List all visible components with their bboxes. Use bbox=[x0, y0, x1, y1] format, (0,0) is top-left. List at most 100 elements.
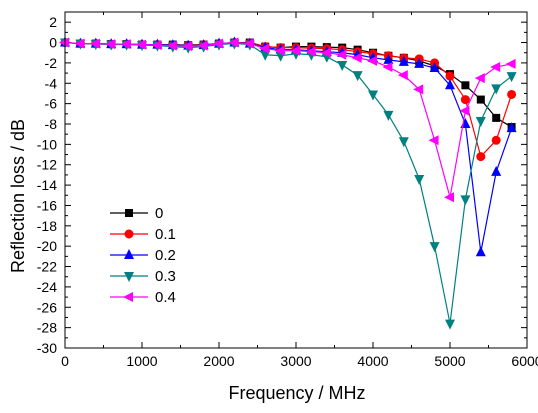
data-point bbox=[351, 52, 362, 63]
data-point bbox=[105, 39, 116, 50]
data-point bbox=[460, 195, 471, 206]
data-point bbox=[259, 43, 270, 54]
legend-label: 0.2 bbox=[155, 247, 176, 264]
x-tick-label: 1000 bbox=[126, 353, 157, 369]
series-line bbox=[64, 41, 512, 324]
legend-marker bbox=[124, 272, 134, 282]
data-point bbox=[460, 118, 471, 128]
x-tick-label: 6000 bbox=[511, 353, 538, 369]
data-point bbox=[166, 40, 177, 51]
data-point bbox=[89, 38, 100, 49]
data-point bbox=[505, 58, 516, 69]
y-tick-label: -20 bbox=[37, 238, 57, 254]
x-tick-label: 0 bbox=[61, 353, 69, 369]
data-point bbox=[491, 165, 502, 176]
y-tick-label: -4 bbox=[45, 75, 58, 91]
legend-marker bbox=[124, 229, 134, 239]
data-point bbox=[383, 110, 394, 121]
data-point bbox=[228, 37, 239, 48]
legend-item: 0.2 bbox=[110, 247, 176, 264]
data-point bbox=[383, 53, 394, 64]
series-layer bbox=[59, 36, 517, 330]
data-point bbox=[507, 89, 517, 99]
data-point bbox=[475, 116, 486, 127]
data-point bbox=[352, 71, 363, 82]
data-point bbox=[182, 41, 193, 52]
y-tick-label: -22 bbox=[37, 259, 57, 275]
data-point bbox=[290, 45, 300, 56]
y-tick-label: -8 bbox=[45, 116, 58, 132]
data-point bbox=[474, 73, 485, 84]
y-tick-label: -16 bbox=[37, 197, 57, 213]
legend-marker bbox=[125, 209, 133, 217]
data-point bbox=[476, 95, 485, 104]
y-tick-label: -14 bbox=[37, 177, 57, 193]
x-tick-label: 5000 bbox=[434, 353, 465, 369]
data-point bbox=[197, 40, 208, 51]
legend-label: 0.3 bbox=[155, 268, 176, 285]
data-point bbox=[506, 122, 517, 133]
data-point bbox=[491, 135, 501, 145]
data-point bbox=[382, 61, 393, 72]
series-line bbox=[64, 41, 513, 253]
data-point bbox=[491, 84, 502, 95]
data-point bbox=[475, 246, 486, 257]
data-point bbox=[213, 38, 223, 49]
data-point bbox=[243, 38, 254, 49]
y-tick-label: -12 bbox=[37, 157, 57, 173]
axis-tick-labels: 0 1000 2000 3000 4000 5000 6000 2 0 -2 -4 -6 -8 -10 -1… bbox=[37, 14, 538, 369]
data-point bbox=[445, 71, 455, 81]
series-2 bbox=[60, 36, 517, 257]
data-point bbox=[136, 39, 146, 50]
y-tick-label: 2 bbox=[49, 14, 57, 30]
data-point bbox=[120, 39, 131, 50]
data-point bbox=[506, 72, 517, 83]
legend-label: 0 bbox=[155, 205, 163, 222]
x-tick-label: 4000 bbox=[357, 353, 388, 369]
data-point bbox=[151, 40, 162, 51]
data-point bbox=[398, 55, 409, 66]
x-axis-title: Frequency / MHz bbox=[228, 383, 365, 403]
y-tick-label: -18 bbox=[37, 218, 57, 234]
series-4 bbox=[59, 37, 516, 203]
legend: 0 0.1 0.2 0.3 0.4 bbox=[110, 205, 176, 306]
y-axis-title: Reflection loss / dB bbox=[8, 119, 28, 273]
data-point bbox=[444, 192, 454, 203]
data-point bbox=[459, 105, 470, 116]
plot-frame bbox=[64, 11, 528, 349]
data-point bbox=[336, 49, 347, 60]
data-point bbox=[461, 81, 470, 90]
series-1 bbox=[60, 38, 517, 162]
data-point bbox=[414, 57, 425, 68]
y-tick-label: -6 bbox=[45, 96, 58, 112]
y-tick-label: -28 bbox=[37, 320, 57, 336]
y-tick-label: -30 bbox=[37, 340, 57, 356]
data-point bbox=[367, 55, 377, 66]
legend-label: 0.1 bbox=[155, 226, 176, 243]
data-point bbox=[492, 113, 501, 122]
data-point bbox=[429, 62, 440, 72]
data-point bbox=[368, 90, 378, 101]
data-point bbox=[429, 242, 440, 253]
data-point bbox=[398, 137, 409, 148]
series-line bbox=[64, 41, 512, 198]
data-point bbox=[260, 50, 271, 61]
x-tick-label: 3000 bbox=[280, 353, 311, 369]
legend-item: 0 bbox=[110, 205, 163, 222]
data-point bbox=[274, 45, 285, 56]
y-tick-label: 0 bbox=[49, 35, 57, 51]
data-point bbox=[476, 152, 486, 162]
data-point bbox=[320, 47, 331, 58]
data-point bbox=[445, 79, 455, 90]
data-point bbox=[460, 95, 470, 105]
legend-item: 0.4 bbox=[110, 289, 176, 306]
data-point bbox=[413, 84, 424, 95]
y-tick-label: -2 bbox=[45, 55, 58, 71]
data-point bbox=[414, 174, 425, 185]
data-point bbox=[59, 37, 69, 48]
series-3 bbox=[60, 38, 517, 330]
data-point bbox=[445, 319, 455, 330]
legend-marker bbox=[123, 292, 133, 302]
legend-marker bbox=[124, 249, 134, 259]
